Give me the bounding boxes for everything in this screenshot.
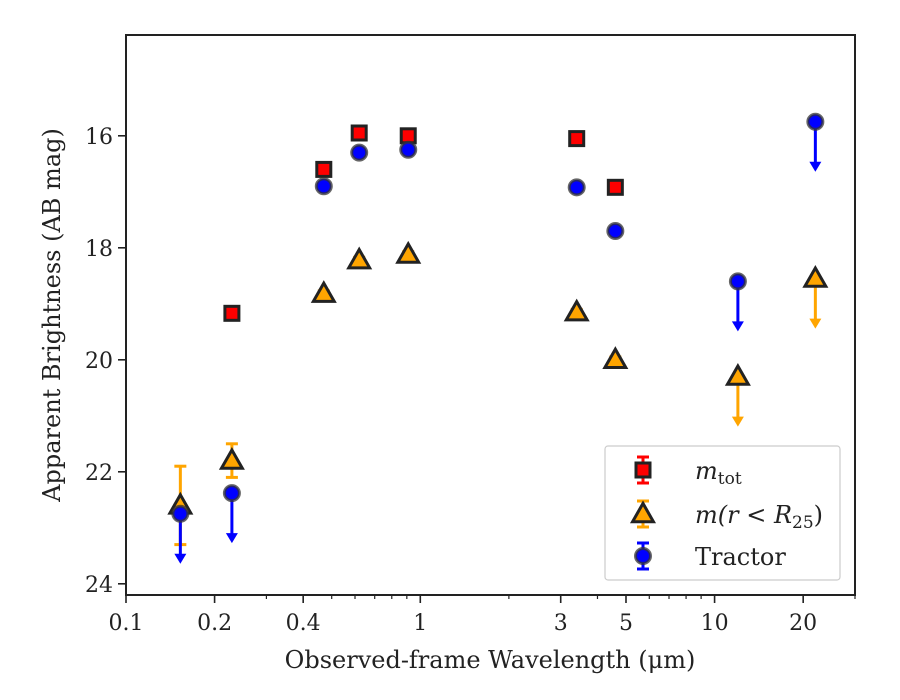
x-axis-label: Observed-frame Wavelength (μm): [285, 646, 696, 674]
y-tick-label: 18: [85, 237, 113, 262]
legend: mtot m(r < R25) Tractor: [604, 445, 841, 581]
mr25-point: [602, 346, 629, 369]
tractor-upper-limit-arrow-head: [174, 553, 187, 564]
mtot-point: [606, 178, 624, 196]
tractor-point: [606, 222, 625, 240]
x-tick-label: 3: [554, 611, 568, 636]
x-tick-label: 0.1: [109, 611, 144, 636]
tractor-upper-limit-arrow-head: [731, 321, 744, 332]
y-tick-label: 24: [85, 573, 113, 598]
tractor-upper-limit-arrow-head: [225, 533, 238, 544]
y-tick-label: 22: [85, 461, 113, 486]
tractor-point: [222, 484, 241, 503]
tractor-point: [350, 143, 369, 162]
x-tick-label: 0.2: [197, 611, 232, 636]
tractor-point: [171, 504, 190, 523]
legend-mr25-label: m(r < R25): [695, 501, 823, 533]
legend-mr25-marker: [629, 500, 657, 524]
legend-box: [604, 445, 841, 581]
x-tick-label: 0.4: [286, 611, 321, 636]
x-tick-label: 1: [413, 611, 427, 636]
legend-mtot-marker: [634, 461, 652, 479]
y-tick-label: 16: [85, 125, 113, 150]
tractor-upper-limit-arrow-head: [809, 161, 822, 172]
mr25-point: [724, 362, 751, 386]
mr25-point: [395, 240, 422, 264]
tractor-point: [399, 140, 418, 159]
x-tick-label: 20: [789, 611, 817, 636]
legend-mtot-label: mtot: [695, 457, 742, 489]
mtot-point: [315, 160, 333, 178]
mtot-point: [568, 130, 586, 148]
tractor-point: [314, 177, 333, 196]
mr25-point: [310, 280, 337, 303]
data-marks: [167, 112, 829, 564]
legend-tractor-label: Tractor: [695, 543, 786, 571]
mtot-point: [223, 304, 241, 322]
x-tick-label: 5: [619, 611, 633, 636]
legend-tractor-marker: [634, 547, 652, 565]
mtot-point: [350, 124, 368, 142]
mr25-upper-limit-arrow-head: [809, 318, 822, 329]
tractor-point: [728, 272, 747, 291]
y-axis-label: Apparent Brightness (AB mag): [38, 128, 66, 503]
plot-frame: [125, 34, 856, 596]
x-tick-label: 10: [701, 611, 729, 636]
y-tick-label: 20: [85, 349, 113, 374]
tractor-point: [806, 112, 825, 131]
mr25-upper-limit-arrow-head: [731, 416, 744, 427]
axes: 0.1 0.2 0.4 1 3 5 10 20 16 18 20 22 24: [85, 125, 856, 636]
mr25-point: [346, 246, 373, 270]
tractor-point: [567, 178, 586, 197]
mtot-point: [399, 127, 417, 145]
mr25-point: [218, 446, 245, 470]
mr25-point: [563, 298, 590, 322]
mr25-point: [802, 264, 829, 288]
